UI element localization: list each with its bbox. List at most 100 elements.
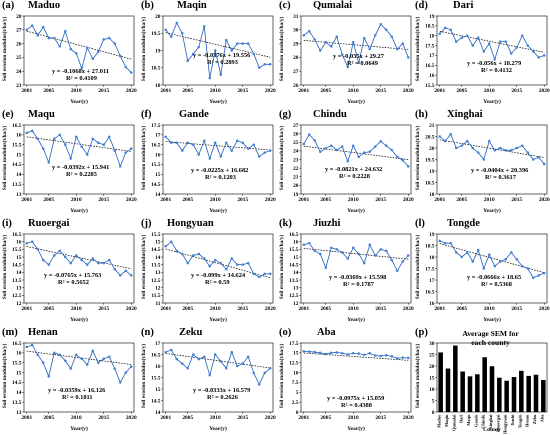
y-tick-label: 25: [429, 352, 435, 358]
data-point: [379, 23, 383, 26]
data-point: [75, 135, 78, 139]
data-point: [181, 362, 184, 365]
data-point: [268, 367, 272, 370]
data-point: [230, 350, 234, 354]
y-tick-label: 20: [293, 183, 299, 189]
y-tick-label: 10: [429, 387, 435, 393]
data-point: [390, 35, 394, 38]
x-tick-label: 2001: [21, 415, 32, 421]
y-tick-label: 28: [16, 14, 22, 20]
data-point: [542, 271, 546, 275]
data-point: [119, 381, 122, 384]
data-point: [341, 352, 344, 355]
data-point: [214, 258, 217, 262]
data-point: [493, 149, 497, 152]
data-point: [401, 260, 405, 263]
x-axis-label: Year(y): [70, 317, 88, 323]
y-tick-label: 13: [16, 410, 22, 416]
data-point: [86, 263, 89, 266]
data-point: [47, 161, 51, 164]
panel-label: (e): [2, 109, 14, 120]
data-point: [25, 345, 28, 349]
x-tick-label: 2020: [126, 88, 137, 94]
data-point: [319, 351, 322, 355]
y-tick-label: 15.5: [151, 232, 161, 238]
chart-svg: 14 14.5 15 15.5 16 16.5 17 17.5 2001 2005 2010 2015…: [151, 123, 276, 203]
x-tick-label: 2015: [237, 197, 248, 203]
data-point: [542, 162, 546, 166]
y-axis-label-text: Soil erosion modulus(t/ha/y): [279, 16, 285, 82]
data-point: [504, 258, 508, 261]
x-tick-label: 2015: [98, 88, 109, 94]
y-tick-label: 17: [155, 133, 161, 139]
data-point: [58, 249, 62, 253]
data-point: [449, 241, 453, 245]
panel-xinghai: 18 18.5 19 19.5 20 20.5 21 2001 2005 2010 2015 2020…: [413, 109, 550, 217]
y-tick-label: 15: [155, 172, 161, 178]
category-label: Xinghai: [488, 414, 493, 430]
x-tick-label: 2015: [511, 306, 522, 312]
x-tick-label: 2005: [43, 88, 54, 94]
data-point: [80, 67, 84, 70]
panel-title: Tongde: [447, 218, 480, 229]
category-label: Maqin: [444, 414, 449, 427]
panel-title: Xinghai: [447, 109, 483, 120]
y-tick-label: 15.5: [151, 162, 161, 168]
r-squared: R² = 0.59: [205, 279, 230, 286]
data-point: [252, 371, 256, 375]
chart-svg: 18 18.5 19 19.5 20 2001 2005 2010 2015 2020: [151, 14, 276, 94]
x-tick-label: 2001: [434, 197, 445, 203]
data-point: [471, 260, 475, 263]
data-point: [460, 36, 464, 39]
data-point: [42, 147, 45, 150]
data-point: [302, 34, 305, 37]
data-point: [466, 139, 469, 143]
data-point: [192, 353, 195, 356]
data-point: [493, 58, 497, 61]
y-axis-label-text: Soil erosion modulus(t/ha/y): [141, 16, 147, 82]
data-point: [247, 147, 250, 150]
y-axis-label: Soil erosion modulus(t/ha/y): [0, 226, 10, 308]
y-tick-label: 20: [155, 14, 161, 20]
data-point: [208, 264, 212, 268]
data-point: [401, 356, 405, 359]
data-point: [241, 141, 245, 144]
data-point: [113, 268, 117, 271]
data-point: [438, 239, 441, 243]
y-tick-label: 15: [155, 387, 161, 393]
data-point: [236, 263, 239, 266]
x-tick-label: 2020: [403, 306, 414, 312]
data-point: [341, 53, 344, 56]
y-tick-label: 21: [429, 123, 435, 129]
y-axis-label: Soil erosion modulus(t/ha/y): [0, 117, 10, 199]
data-point: [324, 147, 328, 150]
data-point: [47, 375, 51, 378]
data-point: [335, 35, 339, 38]
y-tick-label: 13.5: [12, 400, 22, 406]
x-tick-label: 2010: [71, 415, 82, 421]
data-point: [124, 371, 128, 374]
x-tick-label: 2010: [348, 306, 359, 312]
data-point: [192, 143, 195, 146]
y-tick-label: 15.5: [425, 83, 435, 89]
r-squared: R² = 0.1787: [343, 281, 374, 288]
category-label: Hongyuan: [503, 414, 508, 434]
data-point: [164, 135, 167, 139]
y-axis-label-text: Soil erosion modulus(t/ha/y): [2, 125, 8, 191]
data-point: [75, 353, 78, 357]
data-point: [91, 57, 95, 61]
data-point: [374, 254, 377, 257]
y-tick-label: 15.5: [289, 247, 299, 253]
y-tick-label: 18.5: [425, 24, 435, 30]
y-tick-label: 5: [296, 390, 299, 396]
data-point: [247, 42, 250, 45]
x-tick-label: 2010: [210, 88, 221, 94]
y-tick-label: 26: [293, 83, 299, 89]
data-point: [319, 49, 322, 52]
x-tick-label: 2005: [182, 415, 193, 421]
x-tick-label: 2020: [126, 415, 137, 421]
chart-svg: 23 24 25 26 27 28 2001 2005 2010 2015 2020: [16, 14, 137, 94]
data-point: [363, 353, 366, 357]
x-tick-label: 2015: [511, 88, 522, 94]
data-point: [91, 137, 95, 141]
